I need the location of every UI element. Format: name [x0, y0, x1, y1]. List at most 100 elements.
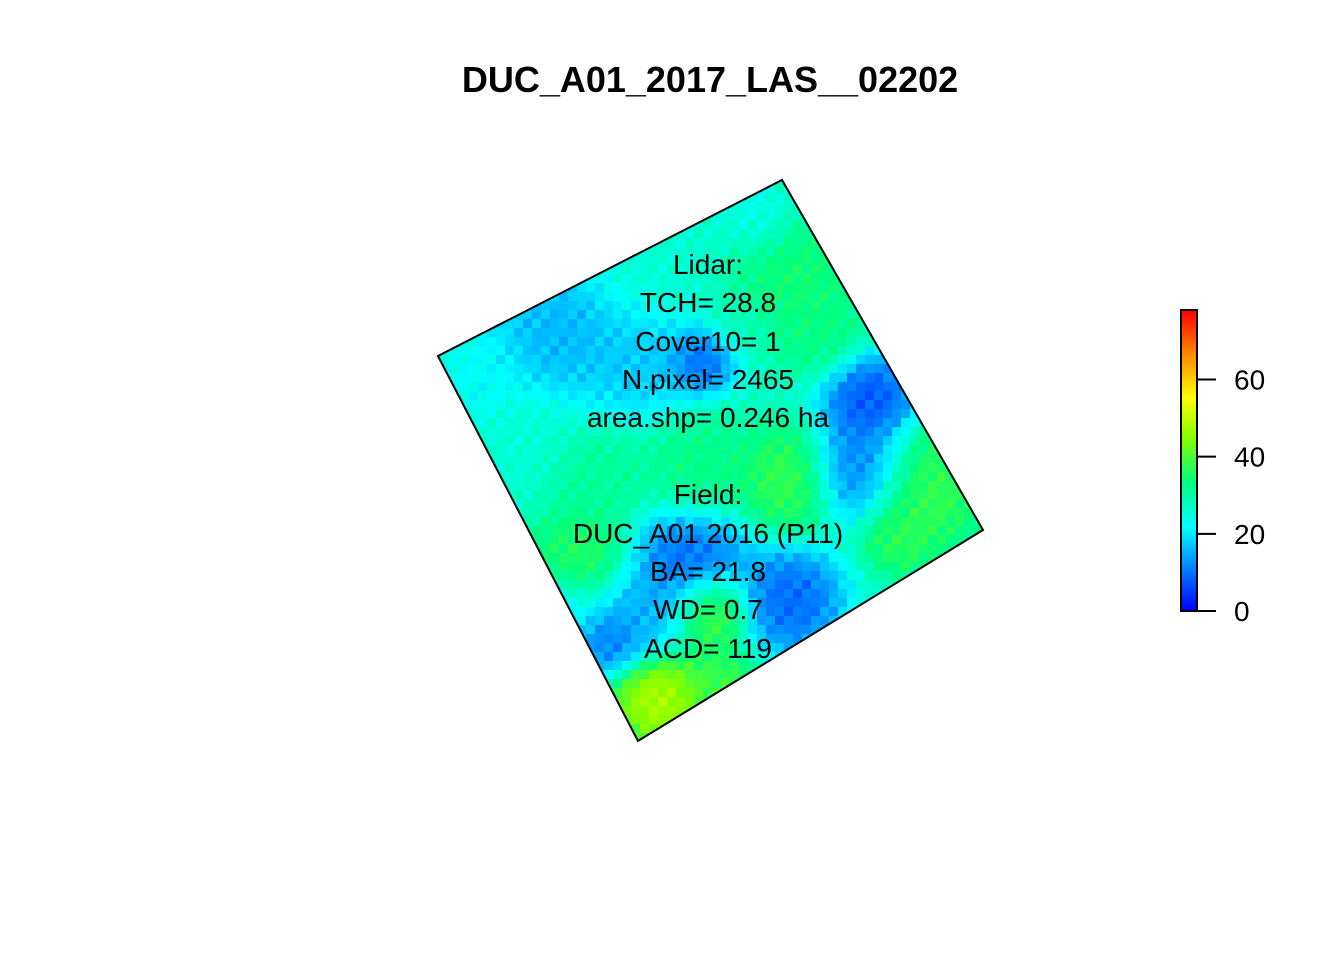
raster-cell	[514, 238, 524, 248]
raster-cell	[901, 562, 911, 572]
raster-cell	[802, 490, 812, 500]
raster-cell	[667, 346, 677, 356]
raster-cell	[820, 409, 830, 419]
raster-cell	[946, 715, 956, 725]
raster-cell	[775, 292, 785, 302]
raster-cell	[712, 454, 722, 464]
raster-cell	[901, 229, 911, 239]
raster-cell	[442, 274, 452, 284]
raster-cell	[802, 238, 812, 248]
raster-cell	[586, 535, 596, 545]
raster-cell	[820, 715, 830, 725]
raster-cell	[505, 346, 515, 356]
raster-cell	[622, 616, 632, 626]
raster-cell	[730, 553, 740, 563]
raster-cell	[847, 373, 857, 383]
raster-cell	[694, 180, 704, 185]
raster-cell	[469, 283, 479, 293]
raster-cell	[541, 652, 551, 662]
raster-cell	[658, 346, 668, 356]
raster-cell	[874, 634, 884, 644]
raster-cell	[946, 319, 956, 329]
raster-cell	[901, 436, 911, 446]
raster-cell	[721, 418, 731, 428]
raster-cell	[685, 328, 695, 338]
raster-cell	[514, 292, 524, 302]
raster-cell	[838, 247, 848, 257]
raster-cell	[694, 688, 704, 698]
raster-cell	[910, 364, 920, 374]
raster-cell	[910, 733, 920, 741]
raster-cell	[901, 598, 911, 608]
raster-cell	[712, 265, 722, 275]
raster-cell	[865, 247, 875, 257]
raster-cell	[667, 454, 677, 464]
raster-cell	[766, 616, 776, 626]
raster-cell	[874, 400, 884, 410]
raster-cell	[469, 373, 479, 383]
raster-cell	[937, 220, 947, 230]
raster-cell	[919, 706, 929, 716]
raster-cell	[703, 553, 713, 563]
raster-cell	[757, 247, 767, 257]
raster-cell	[658, 616, 668, 626]
raster-cell	[712, 499, 722, 509]
raster-cell	[838, 526, 848, 536]
raster-cell	[892, 589, 902, 599]
raster-cell	[514, 670, 524, 680]
raster-cell	[703, 180, 713, 185]
raster-cell	[757, 193, 767, 203]
raster-cell	[856, 706, 866, 716]
raster-cell	[658, 184, 668, 194]
raster-cell	[712, 625, 722, 635]
raster-cell	[712, 202, 722, 212]
raster-cell	[793, 661, 803, 671]
raster-cell	[532, 292, 542, 302]
raster-cell	[532, 180, 542, 185]
raster-cell	[946, 706, 956, 716]
raster-cell	[559, 229, 569, 239]
raster-cell	[919, 364, 929, 374]
raster-cell	[577, 373, 587, 383]
raster-cell	[595, 688, 605, 698]
raster-cell	[802, 679, 812, 689]
raster-cell	[460, 202, 470, 212]
raster-cell	[451, 616, 461, 626]
raster-cell	[973, 436, 983, 446]
raster-cell	[622, 706, 632, 716]
raster-cell	[883, 616, 893, 626]
raster-cell	[604, 616, 614, 626]
raster-cell	[730, 436, 740, 446]
raster-cell	[856, 184, 866, 194]
raster-cell	[964, 697, 974, 707]
raster-cell	[856, 625, 866, 635]
raster-cell	[847, 535, 857, 545]
raster-cell	[595, 180, 605, 185]
raster-cell	[748, 180, 758, 185]
raster-cell	[658, 310, 668, 320]
raster-cell	[469, 202, 479, 212]
raster-cell	[928, 319, 938, 329]
raster-cell	[685, 427, 695, 437]
raster-cell	[514, 688, 524, 698]
raster-cell	[901, 220, 911, 230]
raster-cell	[946, 688, 956, 698]
raster-cell	[505, 706, 515, 716]
raster-cell	[631, 391, 641, 401]
raster-cell	[721, 301, 731, 311]
raster-cell	[694, 328, 704, 338]
raster-cell	[640, 265, 650, 275]
raster-cell	[847, 184, 857, 194]
raster-cell	[469, 526, 479, 536]
raster-cell	[658, 607, 668, 617]
raster-cell	[757, 679, 767, 689]
raster-cell	[568, 454, 578, 464]
raster-cell	[541, 508, 551, 518]
raster-cell	[820, 688, 830, 698]
raster-cell	[505, 679, 515, 689]
raster-cell	[442, 180, 452, 185]
raster-cell	[838, 688, 848, 698]
raster-cell	[874, 472, 884, 482]
raster-cell	[667, 211, 677, 221]
raster-cell	[478, 697, 488, 707]
